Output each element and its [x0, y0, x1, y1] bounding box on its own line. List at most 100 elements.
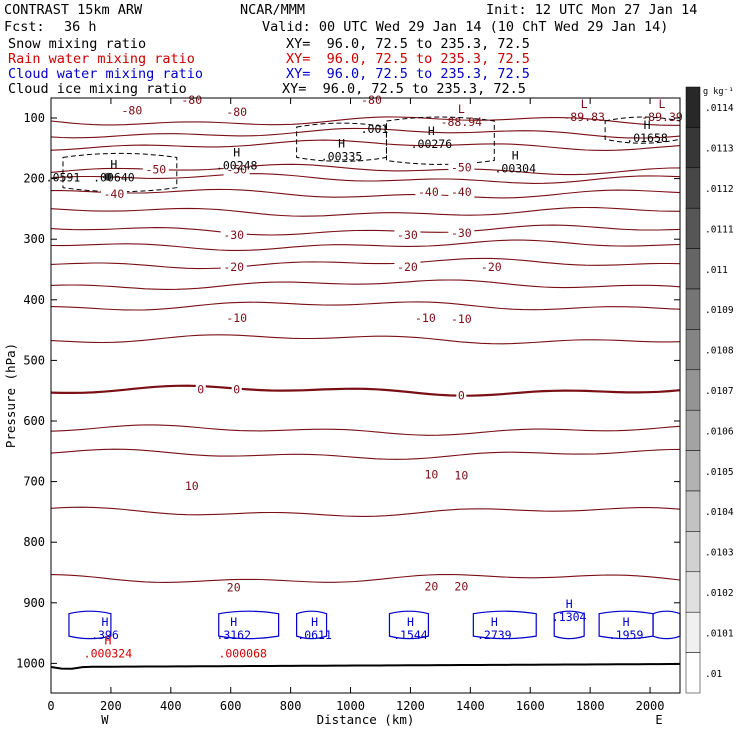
colorbar-swatch: [685, 571, 701, 613]
snow-max-dot: [103, 172, 112, 181]
y-tick-label: 500: [23, 353, 45, 367]
cloud-ice-contours: [62, 116, 681, 193]
temperature-label: -30: [223, 228, 244, 242]
cloud-water-contour: [652, 610, 681, 640]
y-tick-label: 1000: [16, 656, 45, 670]
colorbar-swatch: [685, 207, 701, 249]
forecast-label: Fcst:: [4, 19, 45, 35]
colorbar-units: g kg⁻¹: [703, 87, 734, 97]
temperature-label-bg: [448, 313, 475, 326]
extremum-value: .001: [361, 122, 389, 136]
colorbar-swatch: [685, 86, 701, 128]
x-tick-label: 600: [220, 699, 242, 713]
temperature-label-bg: [415, 185, 442, 198]
temperature-label: 0: [197, 382, 204, 396]
temperature-label-bg: [118, 104, 145, 117]
temperature-label: -20: [481, 260, 502, 274]
x-tick-label: 1000: [336, 699, 365, 713]
colorbar-tick-label: .0109: [705, 305, 734, 316]
y-tick-label: 900: [23, 596, 45, 610]
temperature-label: -80: [226, 105, 247, 119]
temperature-label: -10: [415, 311, 436, 325]
surface-line: [50, 663, 680, 670]
colorbar-tick-label: .0105: [705, 467, 734, 478]
x-tick-label: 1400: [456, 699, 485, 713]
colorbar-swatch: [685, 652, 701, 694]
temperature-contour-line: [50, 506, 681, 517]
colorbar-swatch: [685, 450, 701, 492]
colorbar-tick-label: .011: [705, 265, 728, 276]
extremum-marker: H: [311, 615, 318, 629]
extremum-marker: H: [104, 633, 111, 647]
colorbar-swatch: [685, 531, 701, 573]
y-tick-label: 800: [23, 535, 45, 549]
cloud-ice-contour: [604, 116, 681, 144]
temperature-label: -10: [451, 312, 472, 326]
extremum-value: .00248: [216, 158, 258, 172]
temperature-label-bg: [412, 311, 439, 324]
extremum-marker: L: [581, 97, 588, 111]
field-xy-rain: XY= 96.0, 72.5 to 235.3, 72.5: [286, 51, 530, 67]
extremum-marker: L: [458, 102, 465, 116]
x-tick-label: 800: [280, 699, 302, 713]
colorbar-swatch: [685, 409, 701, 451]
east-label: E: [655, 713, 662, 727]
temperature-label: -20: [397, 260, 418, 274]
temperature-label-bg: [394, 261, 421, 274]
temperature-label: 0: [233, 382, 240, 396]
temperature-label-bg: [478, 261, 505, 274]
colorbar-tick-label: .01: [705, 669, 722, 680]
colorbar-swatch: [685, 611, 701, 653]
temperature-label: -80: [121, 104, 142, 118]
extremum-marker: H: [623, 615, 630, 629]
extremum-value: .1544: [393, 628, 428, 642]
colorbar-tick-label: .0101: [705, 628, 734, 639]
temperature-label-bg: [422, 580, 441, 593]
colorbar: .0114 .0113 .0112 .0111 .011 .0109 .0108 .0107.…: [685, 86, 734, 694]
extremum-value: .0611: [297, 628, 332, 642]
temperature-label-bg: [422, 468, 441, 481]
temperature-contour-line: [50, 384, 681, 397]
x-tick-label: 400: [160, 699, 182, 713]
temperature-label-bg: [182, 479, 201, 492]
temperature-contour-line: [50, 334, 681, 345]
temperature-label-bg: [100, 187, 127, 200]
field-name-snow: Snow mixing ratio: [8, 36, 147, 52]
temperature-label: 20: [424, 579, 438, 593]
extremum-value: .396: [91, 628, 119, 642]
extremum-value: .1304: [552, 610, 587, 624]
temperature-contour-line: [50, 206, 681, 217]
extremum-value: .00304: [494, 161, 536, 175]
temperature-label-bg: [448, 185, 475, 198]
temperature-label-bg: [224, 581, 243, 594]
temperature-contour-line: [50, 573, 681, 583]
colorbar-tick-label: .0114: [705, 103, 734, 114]
temperature-contour-line: [50, 448, 681, 460]
field-xy-snow: XY= 96.0, 72.5 to 235.3, 72.5: [286, 36, 530, 52]
temperature-label: -50: [145, 163, 166, 177]
extremum-marker: H: [644, 118, 651, 132]
temperature-label: 10: [424, 467, 438, 481]
field-name-cloud-water: Cloud water mixing ratio: [8, 66, 204, 82]
x-tick-label: 200: [100, 699, 122, 713]
temperature-label-bg: [142, 163, 169, 176]
temperature-contour-line: [50, 139, 681, 151]
colorbar-tick-label: .0112: [705, 184, 734, 195]
extremum-value: .2739: [477, 628, 512, 642]
cloud-water-contour: [553, 610, 585, 640]
temperature-label: -10: [226, 311, 247, 325]
colorbar-swatch: [685, 127, 701, 169]
extremum-marker: H: [512, 148, 519, 162]
cloud-water-contour: [68, 610, 112, 640]
temperature-label: -40: [418, 185, 439, 199]
field-xy-cloud-water: XY= 96.0, 72.5 to 235.3, 72.5: [286, 66, 530, 82]
temperature-label-bg: [223, 311, 250, 324]
y-tick-label: 700: [23, 475, 45, 489]
extremum-value: -88.94: [441, 115, 483, 129]
temperature-contour-line: [50, 173, 681, 184]
field-name-rain: Rain water mixing ratio: [8, 51, 195, 67]
colorbar-tick-label: .0102: [705, 588, 734, 599]
forecast-hour: 36 h: [64, 19, 97, 35]
temperature-contour-line: [50, 301, 681, 311]
